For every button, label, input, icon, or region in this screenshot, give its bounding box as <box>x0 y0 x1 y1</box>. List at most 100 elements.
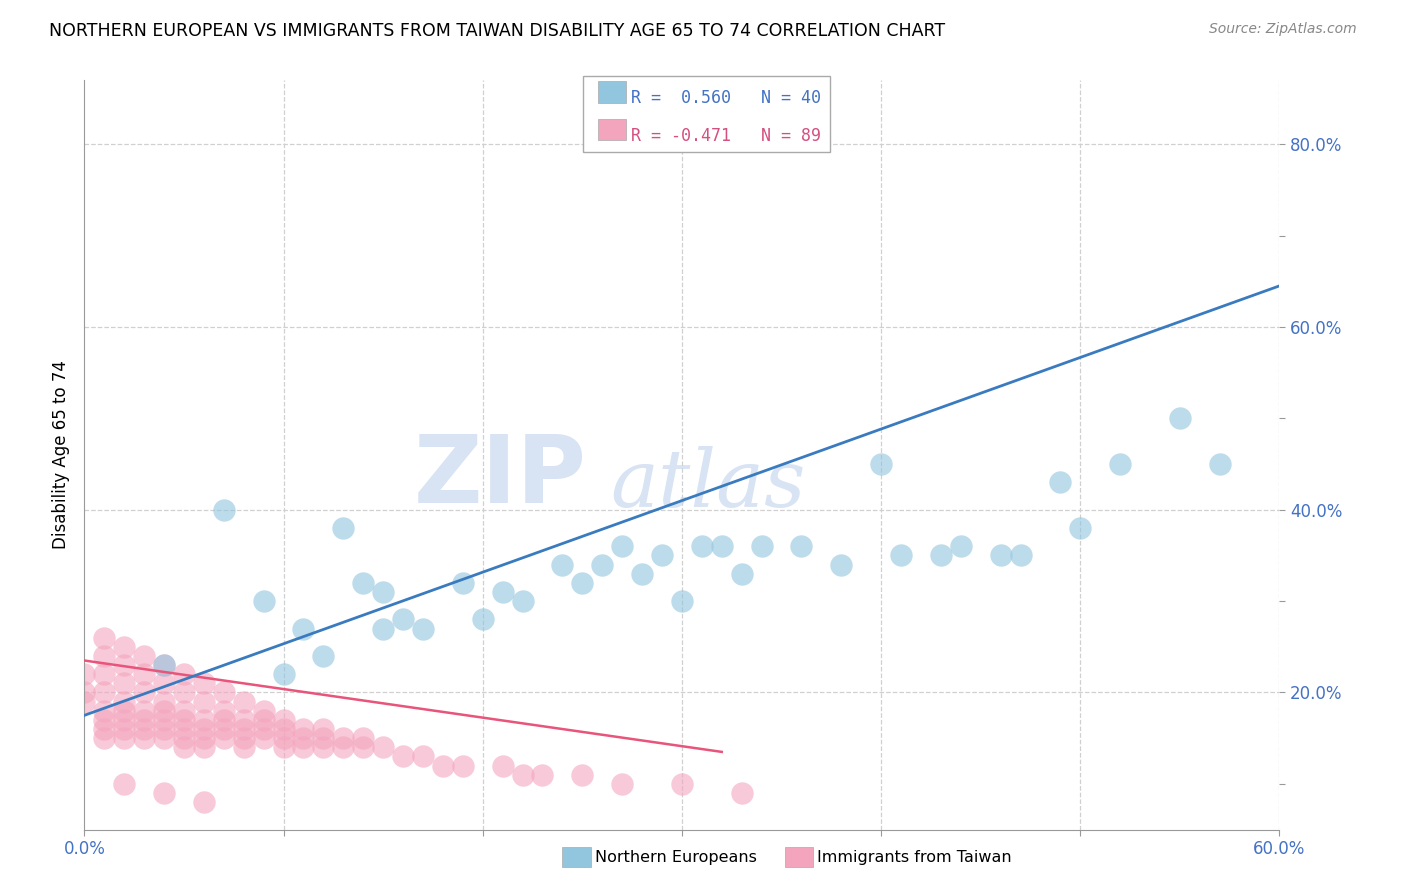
Point <box>432 758 454 772</box>
Point <box>153 722 176 736</box>
Point <box>132 731 156 746</box>
Point <box>412 622 434 636</box>
Point <box>212 685 235 699</box>
Point <box>132 648 156 663</box>
Point <box>112 731 135 746</box>
Point <box>471 612 494 626</box>
Point <box>870 457 893 471</box>
Point <box>830 558 852 572</box>
Text: atlas: atlas <box>610 446 806 524</box>
Point <box>132 722 156 736</box>
Point <box>612 539 634 553</box>
Point <box>112 695 135 709</box>
Point <box>412 749 434 764</box>
Point <box>591 558 613 572</box>
Point <box>731 786 754 800</box>
Point <box>153 676 176 690</box>
Point <box>392 749 415 764</box>
Point <box>373 740 395 755</box>
Point <box>352 740 374 755</box>
Point <box>253 722 276 736</box>
Point <box>929 549 952 563</box>
Point <box>949 539 972 553</box>
Point <box>73 695 96 709</box>
Point <box>451 575 474 590</box>
Point <box>232 722 254 736</box>
Point <box>312 740 335 755</box>
Point <box>451 758 474 772</box>
Point <box>631 566 654 581</box>
Point <box>292 731 315 746</box>
Point <box>93 631 115 645</box>
Point <box>93 713 115 727</box>
Point <box>153 704 176 718</box>
Point <box>193 795 215 809</box>
Point <box>93 731 115 746</box>
Point <box>751 539 773 553</box>
Point <box>193 731 215 746</box>
Text: Source: ZipAtlas.com: Source: ZipAtlas.com <box>1209 22 1357 37</box>
Y-axis label: Disability Age 65 to 74: Disability Age 65 to 74 <box>52 360 70 549</box>
Point <box>93 685 115 699</box>
Point <box>112 713 135 727</box>
Point <box>93 704 115 718</box>
Point <box>153 695 176 709</box>
Point <box>352 575 374 590</box>
Point <box>253 713 276 727</box>
Point <box>112 704 135 718</box>
Point <box>373 622 395 636</box>
Point <box>232 731 254 746</box>
Point <box>253 704 276 718</box>
Point <box>112 676 135 690</box>
Point <box>132 667 156 681</box>
Point <box>132 704 156 718</box>
Point <box>193 695 215 709</box>
Point <box>173 667 195 681</box>
Point <box>1168 411 1191 425</box>
Point <box>112 722 135 736</box>
Point <box>1209 457 1232 471</box>
Point <box>373 585 395 599</box>
Point <box>292 722 315 736</box>
Point <box>332 521 354 535</box>
Point <box>731 566 754 581</box>
Point <box>651 549 673 563</box>
Point <box>1049 475 1071 490</box>
Point <box>551 558 574 572</box>
Point <box>492 758 515 772</box>
Point <box>93 667 115 681</box>
Point <box>292 622 315 636</box>
Point <box>352 731 374 746</box>
Point <box>193 722 215 736</box>
Point <box>132 685 156 699</box>
Point <box>93 648 115 663</box>
Text: NORTHERN EUROPEAN VS IMMIGRANTS FROM TAIWAN DISABILITY AGE 65 TO 74 CORRELATION : NORTHERN EUROPEAN VS IMMIGRANTS FROM TAI… <box>49 22 945 40</box>
Text: Immigrants from Taiwan: Immigrants from Taiwan <box>817 850 1011 864</box>
Point <box>153 658 176 673</box>
Point <box>710 539 733 553</box>
Point <box>492 585 515 599</box>
Point <box>112 640 135 654</box>
Point <box>132 713 156 727</box>
Point <box>690 539 713 553</box>
Point <box>273 713 295 727</box>
Point <box>173 740 195 755</box>
Point <box>312 722 335 736</box>
Point <box>1109 457 1132 471</box>
Point <box>312 731 335 746</box>
Point <box>890 549 912 563</box>
Point <box>273 731 295 746</box>
Point <box>392 612 415 626</box>
Point <box>212 502 235 516</box>
Point <box>112 658 135 673</box>
Point <box>990 549 1012 563</box>
Point <box>153 731 176 746</box>
Point <box>212 722 235 736</box>
Point <box>193 676 215 690</box>
Point <box>153 658 176 673</box>
Point <box>232 695 254 709</box>
Point <box>312 648 335 663</box>
Point <box>253 731 276 746</box>
Point <box>212 704 235 718</box>
Point <box>173 685 195 699</box>
